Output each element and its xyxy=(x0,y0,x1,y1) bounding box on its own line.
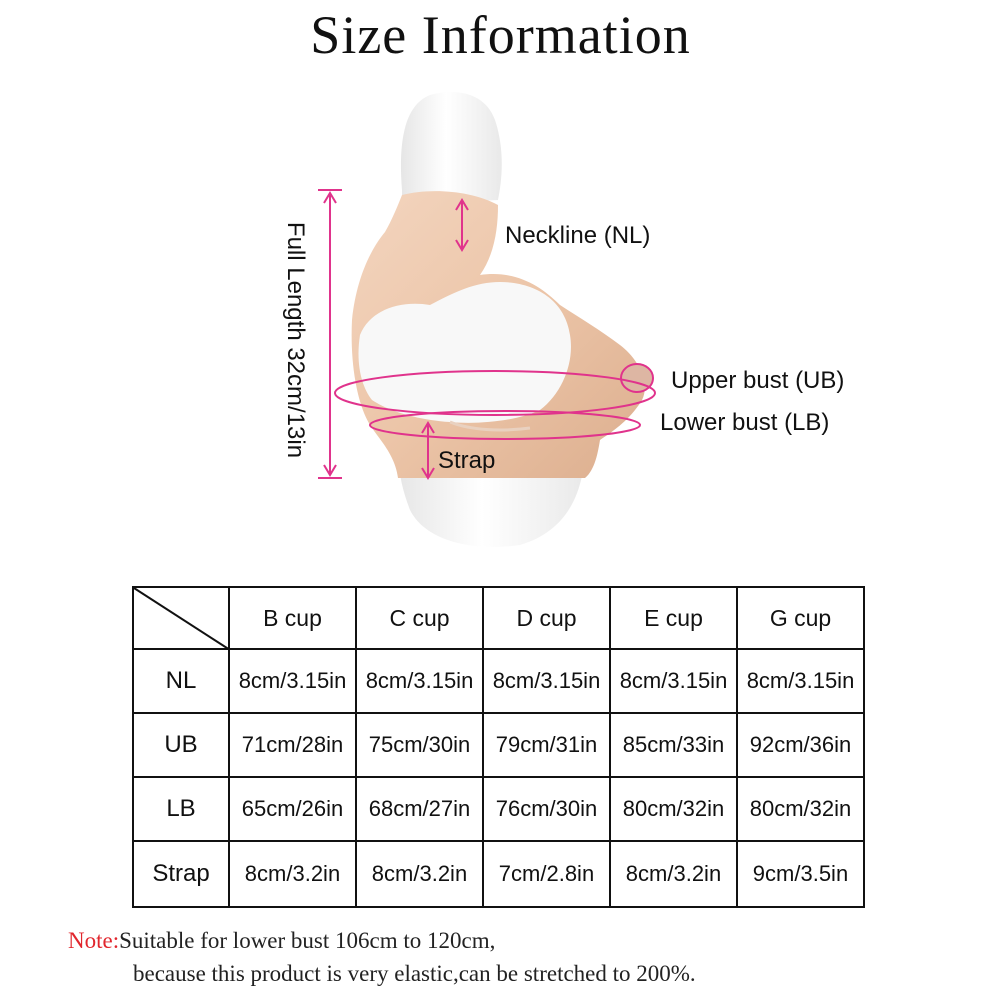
note-prefix: Note: xyxy=(68,928,120,953)
full-length-arrow xyxy=(318,189,342,479)
lower-bust-ring xyxy=(369,410,641,440)
diagonal-divider xyxy=(134,588,230,650)
upper-bust-ring xyxy=(334,370,656,416)
column-header: G cup xyxy=(736,586,865,650)
table-cell: 8cm/3.15in xyxy=(482,648,611,714)
table-row: UB 71cm/28in 75cm/30in 79cm/31in 85cm/33… xyxy=(132,712,865,778)
product-illustration xyxy=(318,91,656,547)
row-header: LB xyxy=(132,776,230,842)
column-header: E cup xyxy=(609,586,738,650)
note-text-1: Suitable for lower bust 106cm to 120cm, xyxy=(119,928,496,953)
table-cell: 8cm/3.15in xyxy=(736,648,865,714)
table-cell: 80cm/32in xyxy=(736,776,865,842)
table-cell: 8cm/3.15in xyxy=(355,648,484,714)
neckline-arrow xyxy=(455,198,469,252)
table-cell: 9cm/3.5in xyxy=(736,840,865,908)
table-row: Strap 8cm/3.2in 8cm/3.2in 7cm/2.8in 8cm/… xyxy=(132,840,865,908)
full-length-label: Full Length 32cm/13in xyxy=(282,221,309,459)
table-cell: 8cm/3.15in xyxy=(228,648,357,714)
table-cell: 7cm/2.8in xyxy=(482,840,611,908)
page-title: Size Information xyxy=(310,5,691,65)
table-cell: 80cm/32in xyxy=(609,776,738,842)
strap-label: Strap xyxy=(438,447,496,474)
table-cell: 85cm/33in xyxy=(609,712,738,778)
product-figure: Full Length 32cm/13in Neckline (NL) Uppe… xyxy=(282,91,845,547)
table-header-row: B cup C cup D cup E cup G cup xyxy=(132,586,865,650)
table-corner-cell xyxy=(132,586,230,650)
table-cell: 76cm/30in xyxy=(482,776,611,842)
note-line-1: Note:Suitable for lower bust 106cm to 12… xyxy=(68,928,495,954)
table-cell: 8cm/3.15in xyxy=(609,648,738,714)
table-cell: 92cm/36in xyxy=(736,712,865,778)
size-table: B cup C cup D cup E cup G cup NL 8cm/3.1… xyxy=(132,586,865,908)
mannequin-chest xyxy=(358,282,571,423)
table-cell: 79cm/31in xyxy=(482,712,611,778)
nipple-marker xyxy=(620,363,654,393)
strap-arrow xyxy=(421,421,435,480)
note-line-2: because this product is very elastic,can… xyxy=(133,961,696,986)
table-cell: 71cm/28in xyxy=(228,712,357,778)
table-cell: 68cm/27in xyxy=(355,776,484,842)
table-row: LB 65cm/26in 68cm/27in 76cm/30in 80cm/32… xyxy=(132,776,865,842)
column-header: B cup xyxy=(228,586,357,650)
table-cell: 8cm/3.2in xyxy=(355,840,484,908)
row-header: NL xyxy=(132,648,230,714)
table-cell: 75cm/30in xyxy=(355,712,484,778)
table-cell: 8cm/3.2in xyxy=(609,840,738,908)
upper-bust-label: Upper bust (UB) xyxy=(671,367,845,394)
row-header: Strap xyxy=(132,840,230,908)
table-cell: 8cm/3.2in xyxy=(228,840,357,908)
neckline-label: Neckline (NL) xyxy=(505,222,651,249)
lower-bust-label: Lower bust (LB) xyxy=(660,409,830,436)
column-header: C cup xyxy=(355,586,484,650)
column-header: D cup xyxy=(482,586,611,650)
table-row: NL 8cm/3.15in 8cm/3.15in 8cm/3.15in 8cm/… xyxy=(132,648,865,714)
row-header: UB xyxy=(132,712,230,778)
table-cell: 65cm/26in xyxy=(228,776,357,842)
mannequin-neck xyxy=(400,91,502,205)
